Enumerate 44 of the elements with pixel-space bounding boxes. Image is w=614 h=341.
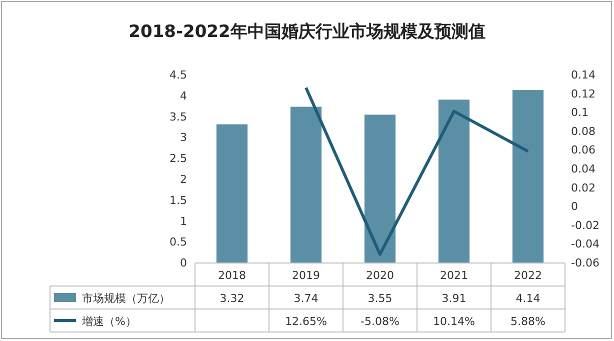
y2-tick-label: 0.06 [571,144,596,157]
y-tick-label: 0 [180,256,187,270]
bar [438,100,470,263]
x-tick-label: 2019 [292,269,320,282]
y2-tick-label: -0.04 [571,238,600,251]
x-tick-label: 2018 [218,269,246,282]
data-label: 3.74 [294,292,318,305]
y-tick-label: 2 [180,172,187,186]
y2-tick-label: 0.14 [571,68,596,82]
data-label: 3.55 [368,292,392,305]
y-tick-label: 3 [180,131,187,144]
legend-label: 增速（%） [81,315,136,328]
data-label: 3.91 [442,292,466,305]
y-tick-label: 1.5 [170,194,187,207]
data-label: 3.32 [220,292,244,305]
y-tick-label: 3.5 [170,110,187,124]
y2-tick-label: 0.12 [571,87,596,100]
y2-tick-label: -0.02 [571,218,600,232]
legend-label: 市场规模（万亿） [82,292,170,305]
bar [216,124,248,263]
bar [364,114,396,263]
bar [512,90,544,263]
x-tick-label: 2022 [514,269,542,282]
y-tick-label: 4 [180,89,187,102]
y2-tick-label: 0.04 [571,162,596,176]
y-tick-label: 4.5 [170,68,187,82]
data-label: -5.08% [360,315,400,328]
y2-tick-label: 0.1 [571,106,588,120]
y2-tick-label: -0.06 [571,256,600,270]
chart-title: 2018-2022年中国婚庆行业市场规模及预测值 [128,22,486,42]
y-tick-label: 1 [180,214,187,228]
data-label: 12.65% [285,315,327,328]
data-label: 5.88% [510,315,546,328]
y2-tick-label: 0.02 [571,181,596,194]
x-tick-label: 2021 [440,269,468,282]
y2-tick-label: 0.08 [571,124,596,138]
bar [290,106,322,263]
x-tick-label: 2020 [366,269,394,282]
line-series [304,86,530,256]
data-label: 10.14% [433,315,475,328]
y2-tick-label: 0 [571,200,578,214]
data-label: 4.14 [516,292,540,305]
y-tick-label: 0.5 [170,236,187,249]
y-tick-label: 2.5 [170,152,187,166]
